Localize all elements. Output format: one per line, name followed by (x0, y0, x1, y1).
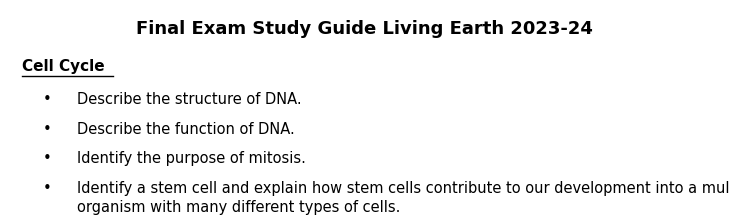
Text: •: • (43, 122, 52, 136)
Text: Identify the purpose of mitosis.: Identify the purpose of mitosis. (77, 151, 305, 166)
Text: •: • (43, 181, 52, 196)
Text: Describe the structure of DNA.: Describe the structure of DNA. (77, 92, 301, 107)
Text: Identify a stem cell and explain how stem cells contribute to our development in: Identify a stem cell and explain how ste… (77, 181, 729, 215)
Text: Describe the function of DNA.: Describe the function of DNA. (77, 122, 295, 136)
Text: •: • (43, 92, 52, 107)
Text: Final Exam Study Guide Living Earth 2023-24: Final Exam Study Guide Living Earth 2023… (136, 20, 593, 38)
Text: •: • (43, 151, 52, 166)
Text: Cell Cycle: Cell Cycle (22, 59, 104, 74)
